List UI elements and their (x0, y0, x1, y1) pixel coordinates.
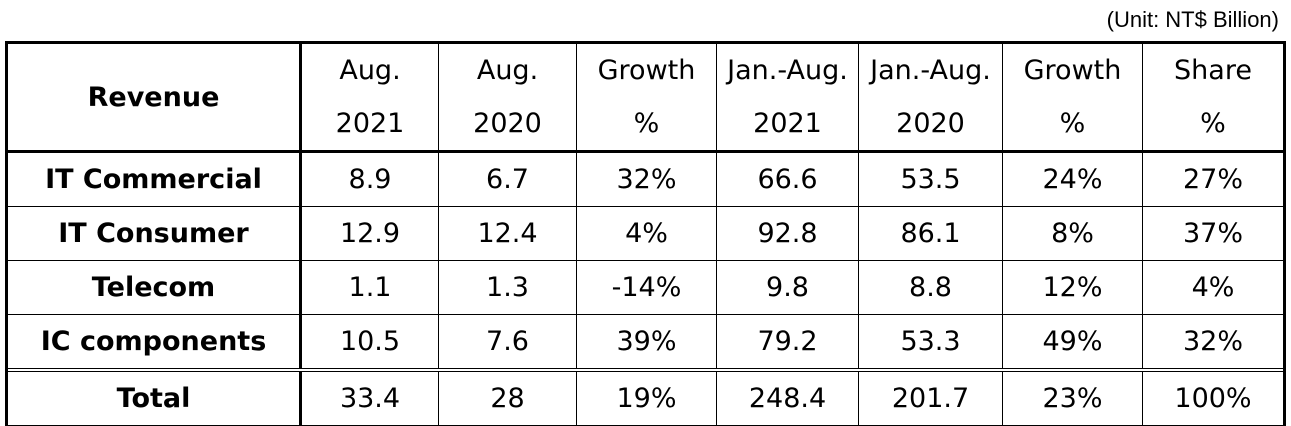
table-cell: 53.3 (858, 314, 1003, 371)
row-label: IT Commercial (7, 151, 302, 207)
table-cell: 33.4 (300, 368, 439, 426)
total-row: Total 33.4 28 19% 248.4 201.7 23% 100% (7, 368, 1284, 426)
table-cell: 53.5 (858, 151, 1003, 207)
row-label: IC components (7, 314, 302, 371)
unit-note: (Unit: NT$ Billion) (1106, 7, 1279, 32)
header-share: Share% (1142, 43, 1284, 153)
table-cell: 32% (1142, 314, 1284, 371)
row-label: IT Consumer (7, 206, 302, 261)
table-cell: 9.8 (716, 260, 859, 315)
table-cell: 1.3 (438, 260, 577, 315)
table-cell: 10.5 (300, 314, 439, 371)
table-row: IT Consumer 12.9 12.4 4% 92.8 86.1 8% 37… (7, 206, 1284, 261)
header-revenue: Revenue (7, 43, 302, 153)
table-cell: 7.6 (438, 314, 577, 371)
table-cell: 92.8 (716, 206, 859, 261)
table-cell: -14% (576, 260, 717, 315)
table-cell: 100% (1142, 368, 1284, 426)
row-label: Total (7, 368, 302, 426)
row-label: Telecom (7, 260, 302, 315)
header-ytd-2020: Jan.-Aug. 2020 (858, 43, 1003, 153)
header-growth-month: Growth% (576, 43, 717, 153)
header-aug-2021: Aug. 2021 (300, 43, 439, 153)
table-row: IC components 10.5 7.6 39% 79.2 53.3 49%… (7, 314, 1284, 371)
header-row: Revenue Aug. 2021 Aug. 2020 Growth% Jan.-A… (7, 43, 1284, 153)
table-cell: 12.4 (438, 206, 577, 261)
table-cell: 4% (576, 206, 717, 261)
table-cell: 8.8 (858, 260, 1003, 315)
table-cell: 79.2 (716, 314, 859, 371)
table-cell: 66.6 (716, 151, 859, 207)
table-cell: 12% (1002, 260, 1143, 315)
table-cell: 4% (1142, 260, 1284, 315)
table-cell: 49% (1002, 314, 1143, 371)
table-row: Telecom 1.1 1.3 -14% 9.8 8.8 12% 4% (7, 260, 1284, 315)
table-cell: 86.1 (858, 206, 1003, 261)
table-cell: 28 (438, 368, 577, 426)
table-cell: 12.9 (300, 206, 439, 261)
table-cell: 6.7 (438, 151, 577, 207)
header-aug-2020: Aug. 2020 (438, 43, 577, 153)
table-cell: 27% (1142, 151, 1284, 207)
table-row: IT Commercial 8.9 6.7 32% 66.6 53.5 24% … (7, 151, 1284, 207)
table-cell: 32% (576, 151, 717, 207)
header-ytd-2021: Jan.-Aug. 2021 (716, 43, 859, 153)
table-cell: 37% (1142, 206, 1284, 261)
table-cell: 39% (576, 314, 717, 371)
table-cell: 1.1 (300, 260, 439, 315)
revenue-table: Revenue Aug. 2021 Aug. 2020 Growth% Jan.-A… (5, 41, 1286, 426)
table-cell: 201.7 (858, 368, 1003, 426)
table-cell: 248.4 (716, 368, 859, 426)
table-cell: 24% (1002, 151, 1143, 207)
header-growth-ytd: Growth% (1002, 43, 1143, 153)
table-cell: 8.9 (300, 151, 439, 207)
table-cell: 8% (1002, 206, 1143, 261)
table-cell: 19% (576, 368, 717, 426)
table-cell: 23% (1002, 368, 1143, 426)
